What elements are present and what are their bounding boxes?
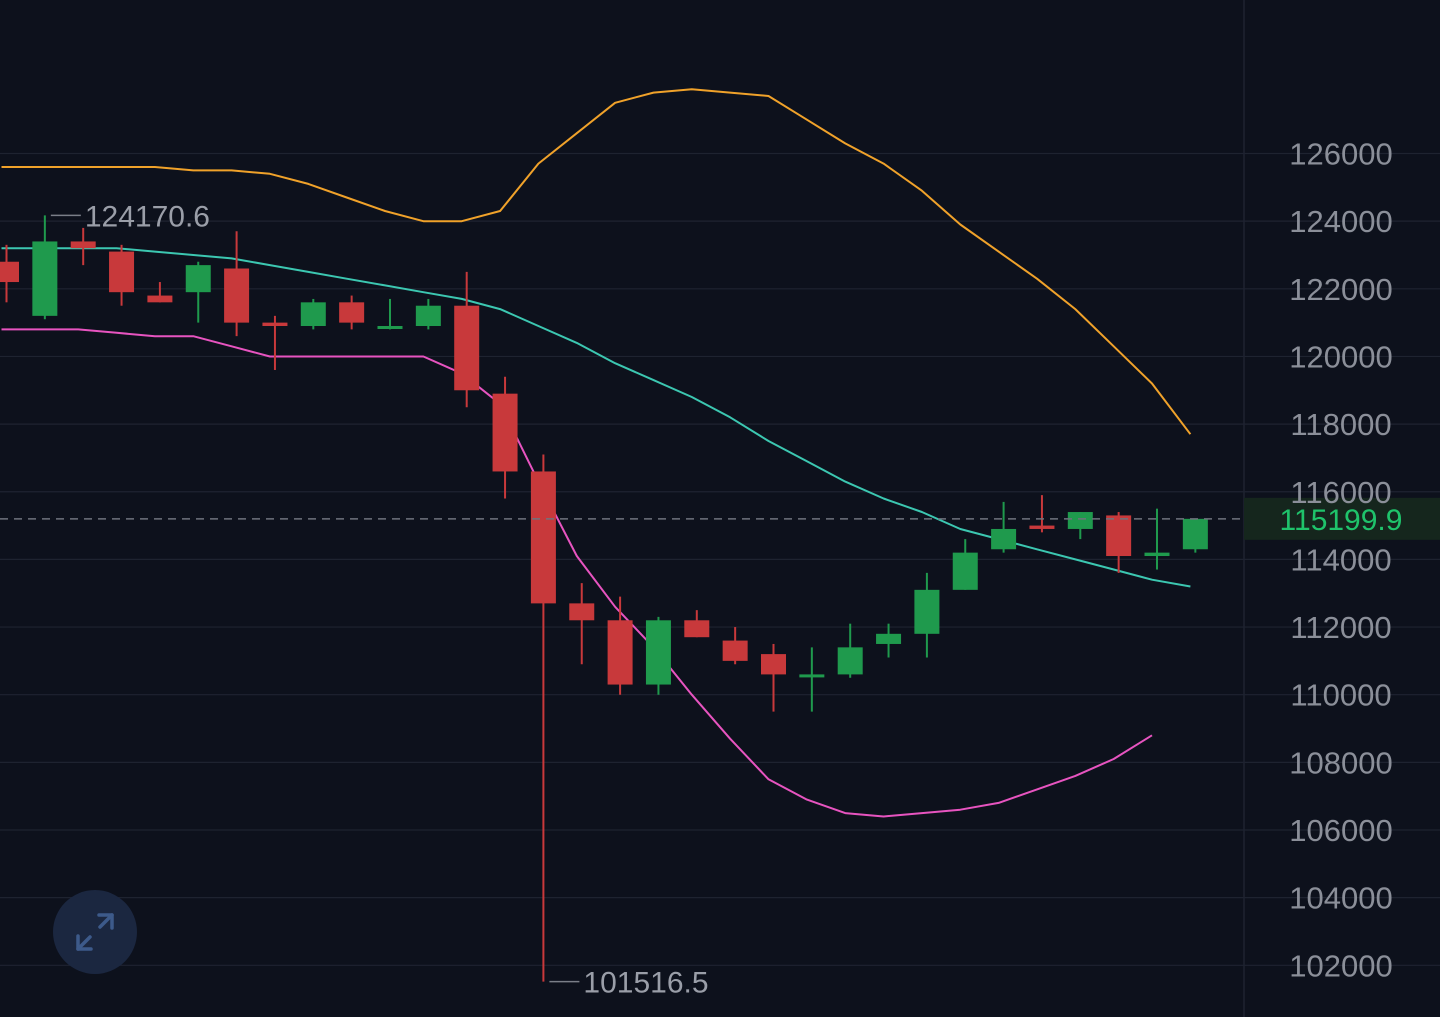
candle-body	[876, 633, 902, 644]
candle-body	[684, 620, 710, 638]
y-tick-label: 108000	[1289, 745, 1392, 780]
extreme-markers: 124170.6 101516.5	[50, 200, 709, 1000]
candle-body	[530, 471, 556, 604]
candle	[1029, 495, 1055, 533]
current-price-line: 115199.9	[0, 497, 1440, 540]
candle-body	[70, 241, 96, 249]
candle	[1144, 508, 1170, 570]
candle-body	[799, 674, 825, 678]
candle	[722, 627, 748, 665]
candle	[32, 215, 58, 320]
y-tick-label: 126000	[1289, 137, 1392, 172]
candle-body	[415, 305, 441, 327]
y-tick-label: 114000	[1290, 542, 1391, 577]
candle	[530, 454, 556, 982]
candle	[0, 244, 19, 303]
y-tick-label: 124000	[1289, 204, 1392, 239]
candle-body	[722, 640, 748, 661]
candle	[761, 643, 786, 712]
candle-body	[952, 552, 978, 590]
candle-body	[837, 647, 863, 675]
candle	[1182, 518, 1208, 553]
candle-body	[224, 268, 250, 323]
candle-body	[454, 305, 480, 391]
y-tick-label: 106000	[1289, 813, 1392, 848]
candle-body	[492, 393, 518, 472]
candle	[837, 623, 863, 678]
candle-body	[569, 603, 595, 621]
low-price-label: 101516.5	[583, 967, 708, 1000]
candle	[224, 231, 250, 337]
candle	[1067, 512, 1093, 540]
y-tick-label: 102000	[1289, 948, 1392, 983]
upper-band-line	[1, 88, 1192, 435]
expand-chart-button[interactable]	[53, 890, 137, 974]
y-tick-label: 112000	[1290, 610, 1391, 645]
candle	[876, 623, 902, 658]
y-tick-label: 116000	[1290, 475, 1391, 510]
candle-body	[1144, 552, 1170, 557]
candle	[645, 616, 671, 695]
candle	[454, 271, 480, 408]
candle-body	[761, 654, 786, 675]
candle-body	[1182, 518, 1208, 550]
expand-arrows-icon	[76, 913, 114, 951]
candle-body	[109, 251, 135, 293]
candle	[147, 282, 173, 303]
current-price-label: 115199.9	[1280, 504, 1403, 537]
candle	[914, 572, 940, 658]
y-tick-label: 120000	[1289, 339, 1392, 374]
candle-body	[645, 620, 671, 685]
candle	[377, 298, 403, 330]
y-tick-label: 104000	[1289, 881, 1392, 916]
candle-body	[262, 322, 288, 327]
y-tick-label: 110000	[1290, 678, 1391, 713]
y-tick-label: 118000	[1290, 407, 1391, 442]
candle-body	[377, 326, 403, 330]
high-price-label: 124170.6	[85, 200, 210, 233]
candle-body	[991, 528, 1017, 550]
candle	[339, 295, 365, 330]
bollinger-bands	[1, 88, 1192, 818]
candle	[262, 315, 288, 370]
current-price-badge	[1244, 497, 1440, 540]
candle	[1106, 512, 1132, 573]
candle-body	[300, 302, 326, 327]
candle	[991, 501, 1017, 553]
candle-body	[185, 265, 211, 293]
candle	[799, 647, 825, 712]
candle-body	[339, 302, 365, 323]
candle-body	[0, 261, 19, 283]
candle-body	[1067, 512, 1093, 529]
candles	[0, 215, 1208, 982]
candle	[185, 261, 211, 323]
candle-body	[147, 295, 173, 303]
candle-body	[32, 241, 58, 316]
y-axis: 126000 124000 122000 120000 118000 116000 1140…	[1289, 137, 1392, 984]
lower-band-line	[1, 328, 1153, 818]
candle	[109, 244, 135, 306]
candle	[70, 227, 96, 266]
grid-lines	[0, 152, 1440, 966]
candle	[300, 298, 326, 330]
y-tick-label: 122000	[1289, 272, 1392, 307]
candle-body	[1106, 515, 1132, 557]
candle-body	[607, 620, 633, 685]
candle	[569, 583, 595, 665]
candle-body	[914, 589, 940, 634]
candle-body	[1029, 525, 1055, 529]
candle	[492, 376, 518, 499]
candle	[415, 298, 441, 330]
candle	[952, 539, 978, 590]
candle	[684, 610, 710, 638]
candle	[607, 596, 633, 695]
